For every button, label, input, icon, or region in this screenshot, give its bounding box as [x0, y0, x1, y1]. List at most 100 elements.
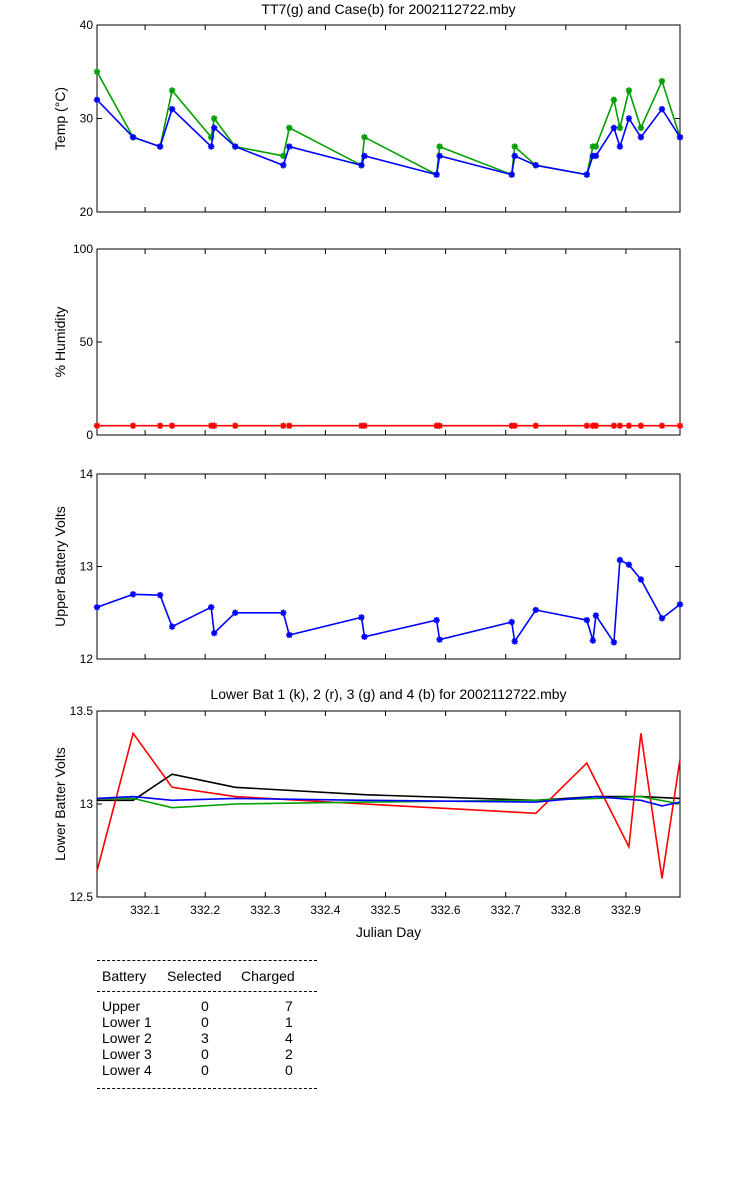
data-point	[93, 604, 101, 611]
chart-title: Lower Bat 1 (k), 2 (r), 3 (g) and 4 (b) …	[210, 686, 566, 702]
data-point	[436, 152, 443, 160]
table-header-rule	[97, 991, 317, 992]
row-battery: Upper	[102, 998, 141, 1014]
data-point	[532, 422, 539, 429]
data-point	[616, 556, 624, 564]
data-point	[93, 422, 101, 429]
chart-panel-1: 20 30 40 TT7(g) and Case(b) for 2002112722.…	[52, 1, 684, 219]
chart-panel-2: 0 50 100 % Humidity	[52, 242, 684, 442]
data-point	[232, 143, 239, 150]
data-point	[511, 422, 518, 429]
x-tick-label: 332.7	[491, 903, 521, 917]
data-point	[286, 422, 293, 429]
data-point	[658, 77, 666, 85]
row-charged: 7	[285, 998, 293, 1014]
data-point	[637, 124, 645, 132]
y-tick-label: 13	[80, 797, 94, 811]
table-bottom-rule	[97, 1088, 317, 1089]
y-tick-label: 13.5	[70, 704, 94, 718]
data-point	[610, 422, 618, 429]
data-point	[589, 637, 597, 644]
y-tick-label: 50	[80, 335, 94, 349]
table-header-row: Battery Selected Charged	[97, 961, 317, 991]
y-tick-label: 20	[80, 205, 94, 219]
data-point	[361, 422, 368, 429]
data-point	[358, 614, 365, 621]
data-point	[211, 422, 218, 429]
x-tick-label: 332.3	[250, 903, 280, 917]
y-tick-label: 100	[73, 242, 93, 256]
data-point	[637, 576, 645, 583]
data-point	[207, 604, 215, 611]
y-tick-label: 13	[80, 560, 94, 574]
y-tick-label: 40	[80, 18, 94, 32]
data-point	[280, 162, 287, 169]
data-point	[433, 616, 440, 624]
data-point	[676, 422, 684, 429]
data-point	[436, 143, 443, 150]
data-point	[280, 152, 287, 160]
data-point	[616, 422, 624, 429]
data-point	[361, 152, 368, 160]
data-point	[207, 134, 215, 141]
y-axis-label: % Humidity	[52, 307, 68, 378]
header-charged: Charged	[241, 968, 295, 984]
plot-frame	[96, 248, 681, 436]
row-charged: 0	[285, 1062, 293, 1078]
data-point	[658, 422, 666, 429]
row-charged: 2	[285, 1046, 293, 1062]
data-point	[592, 612, 600, 619]
data-point	[616, 143, 624, 150]
data-point	[168, 623, 176, 630]
x-tick-label: 332.2	[190, 903, 220, 917]
data-point	[676, 134, 684, 141]
data-point	[93, 68, 101, 75]
data-point	[625, 115, 633, 122]
data-point	[232, 609, 239, 616]
data-point	[168, 422, 176, 429]
data-point	[583, 422, 591, 429]
data-point	[616, 124, 624, 132]
data-point	[129, 422, 137, 429]
data-point	[156, 591, 164, 599]
table-row: Lower 4 0 0	[97, 1062, 317, 1078]
data-point	[207, 143, 215, 150]
data-point	[583, 171, 591, 178]
data-point	[211, 115, 218, 122]
data-point	[592, 143, 600, 150]
plot-frame	[96, 710, 681, 898]
header-selected: Selected	[167, 968, 222, 984]
series-line-2	[96, 731, 681, 879]
y-axis-label: Upper Battery Volts	[52, 506, 68, 627]
x-tick-label: 332.4	[310, 903, 340, 917]
row-selected: 0	[201, 1046, 209, 1062]
data-point	[532, 162, 539, 169]
data-point	[433, 171, 440, 178]
series-line-3	[97, 795, 681, 809]
data-point	[511, 143, 518, 150]
data-point	[361, 633, 368, 640]
data-point	[637, 422, 645, 429]
y-axis-label: Lower Batter Volts	[52, 747, 68, 861]
data-point	[532, 606, 539, 614]
chart-panel-3: 12 13 14 Upper Battery Volts	[52, 467, 684, 666]
data-point	[436, 422, 443, 429]
y-tick-label: 12.5	[70, 890, 94, 904]
battery-table: Battery Selected Charged Upper 0 7 Lower…	[97, 960, 317, 1089]
table-row: Lower 1 0 1	[97, 1014, 317, 1030]
row-selected: 0	[201, 1062, 209, 1078]
data-point	[93, 96, 101, 103]
data-point	[361, 134, 368, 141]
data-point	[637, 134, 645, 141]
x-tick-label: 332.6	[431, 903, 461, 917]
row-battery: Lower 3	[102, 1046, 152, 1062]
data-point	[168, 87, 176, 94]
table-row: Lower 2 3 4	[97, 1030, 317, 1046]
data-point	[280, 422, 287, 429]
data-point	[211, 629, 218, 637]
data-point	[358, 162, 365, 169]
x-tick-label: 332.8	[551, 903, 581, 917]
data-point	[610, 639, 618, 646]
data-point	[610, 96, 618, 103]
